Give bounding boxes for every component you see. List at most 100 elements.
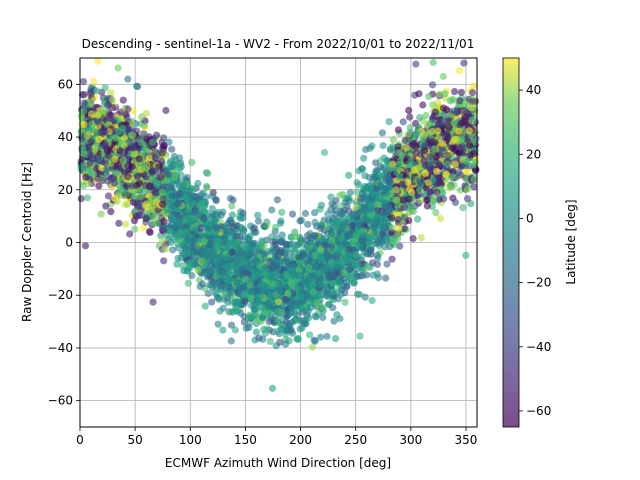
scatter-point (387, 214, 395, 222)
scatter-point (139, 224, 147, 232)
scatter-point (464, 168, 472, 177)
scatter-point (108, 96, 116, 104)
scatter-point (465, 141, 473, 149)
scatter-point (288, 318, 296, 327)
scatter-point (389, 143, 397, 151)
scatter-point (451, 160, 460, 168)
scatter-point (80, 99, 88, 107)
scatter-point (258, 238, 266, 246)
scatter-point (297, 281, 305, 289)
scatter-point (317, 291, 325, 299)
scatter-point (425, 92, 433, 101)
scatter-point (292, 233, 300, 241)
scatter-point (94, 57, 102, 65)
scatter-point (372, 159, 380, 167)
chart-title: Descending - sentinel-1a - WV2 - From 20… (82, 37, 475, 51)
scatter-point (273, 196, 281, 204)
scatter-point (241, 297, 249, 305)
scatter-point (291, 278, 299, 286)
scatter-point (405, 208, 413, 216)
scatter-point (346, 188, 354, 197)
scatter-point (379, 223, 387, 231)
scatter-point (219, 326, 227, 334)
scatter-point (252, 328, 260, 336)
scatter-point (176, 154, 184, 162)
scatter-point (136, 193, 144, 201)
scatter-point (319, 313, 327, 322)
scatter-point (239, 284, 247, 292)
scatter-point (296, 259, 304, 267)
scatter-point (415, 90, 423, 98)
scatter-point (228, 202, 236, 210)
scatter-point (462, 251, 470, 259)
scatter-point (410, 166, 418, 174)
scatter-point (245, 323, 253, 332)
scatter-point (439, 72, 447, 81)
scatter-point (265, 300, 273, 308)
scatter-point (340, 268, 348, 276)
scatter-point (275, 287, 284, 295)
scatter-point (446, 184, 454, 192)
scatter-point (241, 291, 249, 299)
scatter-point (361, 293, 369, 301)
scatter-point (461, 113, 469, 121)
scatter-point (268, 384, 277, 392)
scatter-point (406, 124, 414, 132)
scatter-point (426, 159, 434, 167)
scatter-point (332, 335, 340, 343)
scatter-point (152, 131, 161, 139)
scatter-point (394, 201, 402, 209)
scatter-point (168, 145, 176, 153)
scatter-point (464, 195, 472, 203)
scatter-point (124, 162, 132, 170)
scatter-point (283, 326, 291, 335)
scatter-point (162, 106, 170, 115)
scatter-point (372, 167, 380, 175)
scatter-point (463, 185, 471, 193)
scatter-point (287, 233, 295, 241)
scatter-point (468, 104, 476, 112)
scatter-point (394, 235, 402, 243)
scatter-point (151, 148, 160, 156)
scatter-point (468, 116, 476, 124)
scatter-point (455, 169, 463, 177)
scatter-point (416, 114, 424, 122)
scatter-point (158, 237, 166, 245)
scatter-point (131, 225, 139, 233)
scatter-point (396, 242, 404, 250)
scatter-point (349, 240, 357, 248)
scatter-point (116, 147, 124, 155)
scatter-point (368, 195, 376, 203)
scatter-point (451, 198, 460, 207)
scatter-point (429, 58, 437, 67)
scatter-point (245, 251, 253, 259)
scatter-point (267, 316, 275, 324)
scatter-point (121, 220, 129, 228)
scatter-point (140, 147, 148, 155)
scatter-point (186, 259, 194, 267)
scatter-point (306, 331, 314, 339)
scatter-point (142, 214, 150, 223)
scatter-point (409, 235, 417, 243)
scatter-point (95, 135, 103, 143)
scatter-point (323, 224, 331, 232)
scatter-point (283, 272, 292, 280)
scatter-point (211, 288, 219, 296)
scatter-point (366, 144, 374, 152)
scatter-point (336, 315, 344, 323)
scatter-point (151, 154, 159, 162)
scatter-point (400, 225, 408, 233)
scatter-point (311, 312, 319, 320)
scatter-point (311, 209, 319, 217)
scatter-point (357, 195, 365, 203)
scatter-point (327, 193, 335, 201)
scatter-point (182, 250, 190, 258)
scatter-point (451, 88, 459, 96)
scatter-point (86, 99, 95, 107)
scatter-point (212, 197, 220, 205)
scatter-point (129, 107, 137, 115)
scatter-point (388, 235, 396, 243)
scatter-point (378, 129, 386, 137)
scatter-point (297, 292, 305, 300)
scatter-point (268, 206, 276, 214)
